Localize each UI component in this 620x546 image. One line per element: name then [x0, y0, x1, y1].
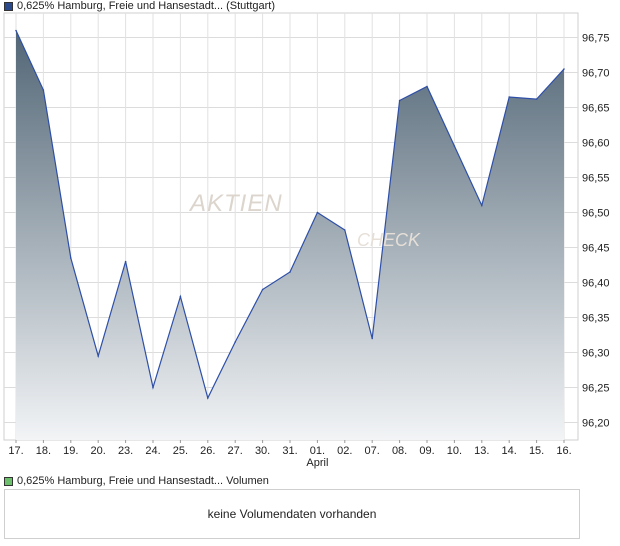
x-tick-label: 09. — [419, 445, 434, 457]
y-tick-label: 96,55 — [582, 173, 610, 185]
price-point — [124, 260, 127, 263]
y-tick-label: 96,50 — [582, 208, 610, 220]
legend-volume-swatch — [4, 476, 13, 486]
price-point — [508, 96, 511, 98]
x-month-label: April — [306, 457, 328, 469]
x-tick-label: 31. — [282, 445, 297, 457]
x-tick-label: 24. — [145, 445, 160, 457]
legend-volume-label: 0,625% Hamburg, Freie und Hansestadt... … — [17, 475, 269, 487]
price-point — [316, 211, 319, 214]
x-tick-label: 13. — [474, 445, 489, 457]
legend-price-swatch — [4, 1, 13, 11]
legend-volume: 0,625% Hamburg, Freie und Hansestadt... … — [4, 475, 269, 487]
price-area — [16, 30, 564, 440]
x-tick-label: 07. — [365, 445, 380, 457]
y-tick-label: 96,30 — [582, 348, 610, 360]
price-point — [15, 29, 17, 32]
legend-price: 0,625% Hamburg, Freie und Hansestadt... … — [4, 0, 275, 12]
price-point — [152, 386, 154, 389]
y-tick-label: 96,20 — [582, 418, 610, 430]
legend-price-label: 0,625% Hamburg, Freie und Hansestadt... … — [17, 0, 276, 12]
x-tick-label: 25. — [173, 445, 188, 457]
y-tick-label: 96,75 — [582, 33, 610, 45]
volume-empty-message: keine Volumendaten vorhanden — [207, 507, 377, 521]
x-tick-label: 01. — [310, 445, 325, 457]
watermark-logo: AKTIEN — [190, 190, 283, 218]
price-point — [481, 204, 483, 207]
price-point — [70, 257, 72, 259]
price-point — [179, 295, 182, 298]
price-point — [42, 89, 45, 91]
volume-panel: keine Volumendaten vorhanden — [4, 489, 580, 539]
y-tick-label: 96,70 — [582, 68, 610, 80]
price-point — [535, 98, 538, 100]
watermark-text-secondary: CHECK — [357, 230, 421, 250]
y-tick-label: 96,65 — [582, 103, 610, 115]
price-point — [371, 337, 374, 340]
watermark-text: AKTIEN — [190, 190, 283, 217]
x-tick-label: 15. — [529, 445, 544, 457]
x-tick-label: 08. — [392, 445, 407, 457]
price-point — [398, 99, 401, 102]
y-tick-label: 96,25 — [582, 383, 610, 395]
x-tick-label: 17. — [8, 445, 23, 457]
x-tick-label: 20. — [91, 445, 106, 457]
x-tick-label: 27. — [228, 445, 243, 457]
price-chart: 96,20 96,25 96,30 96,35 96,40 96,45 96,50 96,55… — [3, 12, 610, 469]
x-tick-label: 18. — [36, 445, 51, 457]
x-tick-label: 16. — [556, 445, 571, 457]
x-tick-label: 14. — [502, 445, 517, 457]
x-tick-label: 23. — [118, 445, 133, 457]
price-point — [344, 229, 346, 231]
watermark-logo-secondary: CHECK — [357, 230, 420, 251]
x-tick-label: 30. — [255, 445, 270, 457]
price-point — [453, 145, 456, 147]
price-point — [261, 288, 264, 291]
x-tick-label: 19. — [63, 445, 78, 457]
price-point — [426, 85, 428, 88]
x-tick-label: 26. — [200, 445, 215, 457]
y-tick-label: 96,45 — [582, 243, 610, 255]
price-point — [234, 341, 236, 343]
x-tick-label: 02. — [337, 445, 352, 457]
x-tick-label: 10. — [447, 445, 462, 457]
y-tick-label: 96,60 — [582, 138, 610, 150]
price-point — [207, 397, 209, 399]
y-tick-label: 96,35 — [582, 313, 610, 325]
price-point — [563, 68, 565, 70]
price-point — [289, 271, 291, 273]
y-tick-label: 96,40 — [582, 278, 610, 290]
price-point — [97, 355, 99, 357]
